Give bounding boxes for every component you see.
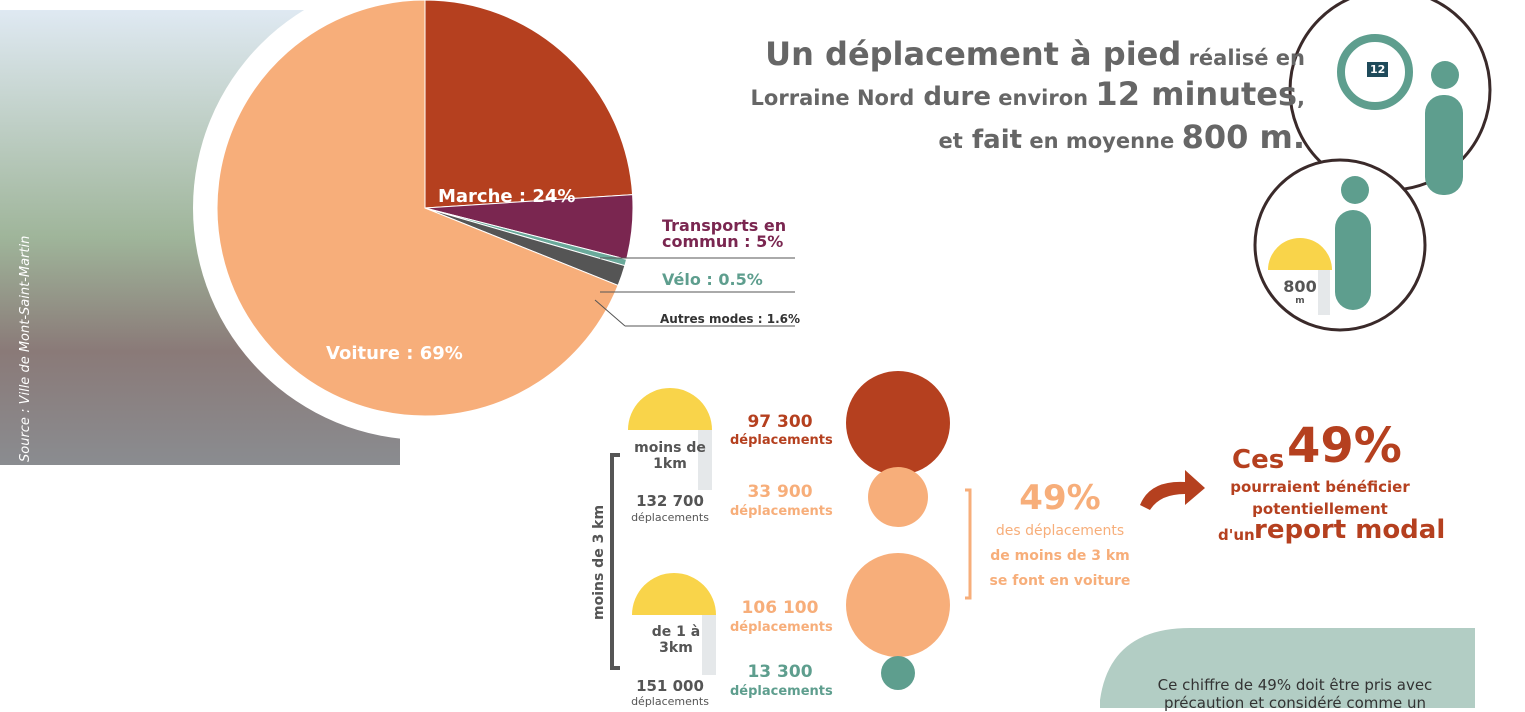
mode-count: 13 300	[730, 662, 830, 682]
walker-head	[1431, 61, 1459, 89]
summary-value: 49%	[975, 478, 1145, 518]
walker-head	[1341, 176, 1369, 204]
headline-segment: 800 m.	[1182, 118, 1305, 156]
car-circle	[868, 467, 928, 527]
distance-sign	[632, 573, 716, 615]
distance-label: de 1 à 3km	[636, 624, 716, 656]
mode-count: 106 100	[730, 598, 830, 618]
bracket	[965, 490, 970, 598]
walker-body	[1425, 95, 1463, 195]
headline-line: et fait en moyenne 800 m.	[605, 118, 1305, 156]
conclusion-lead: Ces	[1232, 445, 1284, 475]
conclusion-prefix: d'un	[1218, 526, 1255, 544]
mode-count: 97 300	[730, 412, 830, 432]
car-circle	[846, 553, 950, 657]
slice-label: Autres modes : 1.6%	[660, 313, 800, 325]
summary-line: se font en voiture	[975, 573, 1145, 589]
conclusion-emphasis: report modal	[1254, 515, 1445, 545]
summary-line: des déplacements	[975, 523, 1145, 539]
slice-label: Marche : 24%	[438, 188, 575, 206]
page: {"chart_data":{"type":"pie", "values":[2…	[0, 0, 1525, 708]
mode-unit: déplacements	[730, 684, 830, 699]
sign-value: 800	[1280, 277, 1320, 296]
headline-segment: Lorraine Nord	[751, 86, 915, 110]
conclusion-line: pourraient bénéficier	[1220, 478, 1420, 496]
headline-segment: Un déplacement à pied	[765, 35, 1181, 73]
arrow	[1140, 470, 1205, 510]
conclusion-value: 49%	[1287, 418, 1402, 474]
distance-total-unit: déplacements	[615, 695, 725, 708]
mode-unit: déplacements	[730, 504, 830, 519]
walker-body	[1335, 210, 1371, 310]
distance-label: moins de 1km	[630, 440, 710, 472]
headline-segment: réalisé en	[1181, 46, 1305, 70]
headline-segment: dure	[914, 82, 991, 112]
bike-circle	[881, 656, 915, 690]
mode-count: 33 900	[730, 482, 830, 502]
note: Ce chiffre de 49% doit être pris avec pr…	[1130, 676, 1460, 712]
summary-line: de moins de 3 km	[975, 548, 1145, 564]
mode-unit: déplacements	[730, 433, 830, 448]
photo-credit: Source : Ville de Mont-Saint-Martin	[18, 236, 33, 462]
stopwatch-label: 12	[1367, 62, 1388, 77]
headline-line: Lorraine Nord dure environ 12 minutes,	[605, 75, 1305, 113]
bracket	[612, 455, 620, 668]
sign-unit: m	[1280, 296, 1320, 306]
distance-total-unit: déplacements	[615, 511, 725, 524]
pie-slice	[425, 0, 633, 208]
mode-unit: déplacements	[730, 620, 830, 635]
distance-total: 132 700	[625, 492, 715, 510]
distance-total: 151 000	[625, 677, 715, 695]
headline-segment: en moyenne	[1022, 129, 1182, 153]
headline-segment: ,	[1297, 86, 1305, 110]
walk-circle	[846, 371, 950, 475]
headline-segment: fait	[963, 125, 1022, 155]
bracket-label: moins de 3 km	[591, 505, 607, 620]
slice-label: Vélo : 0.5%	[662, 272, 763, 288]
headline-line: Un déplacement à pied réalisé en	[605, 35, 1305, 73]
headline-segment: environ	[991, 86, 1095, 110]
headline-segment: et	[939, 129, 963, 153]
slice-label: Transports en commun : 5%	[662, 218, 802, 250]
distance-sign	[628, 388, 712, 430]
headline-segment: 12 minutes	[1095, 75, 1297, 113]
slice-label: Voiture : 69%	[326, 345, 463, 363]
